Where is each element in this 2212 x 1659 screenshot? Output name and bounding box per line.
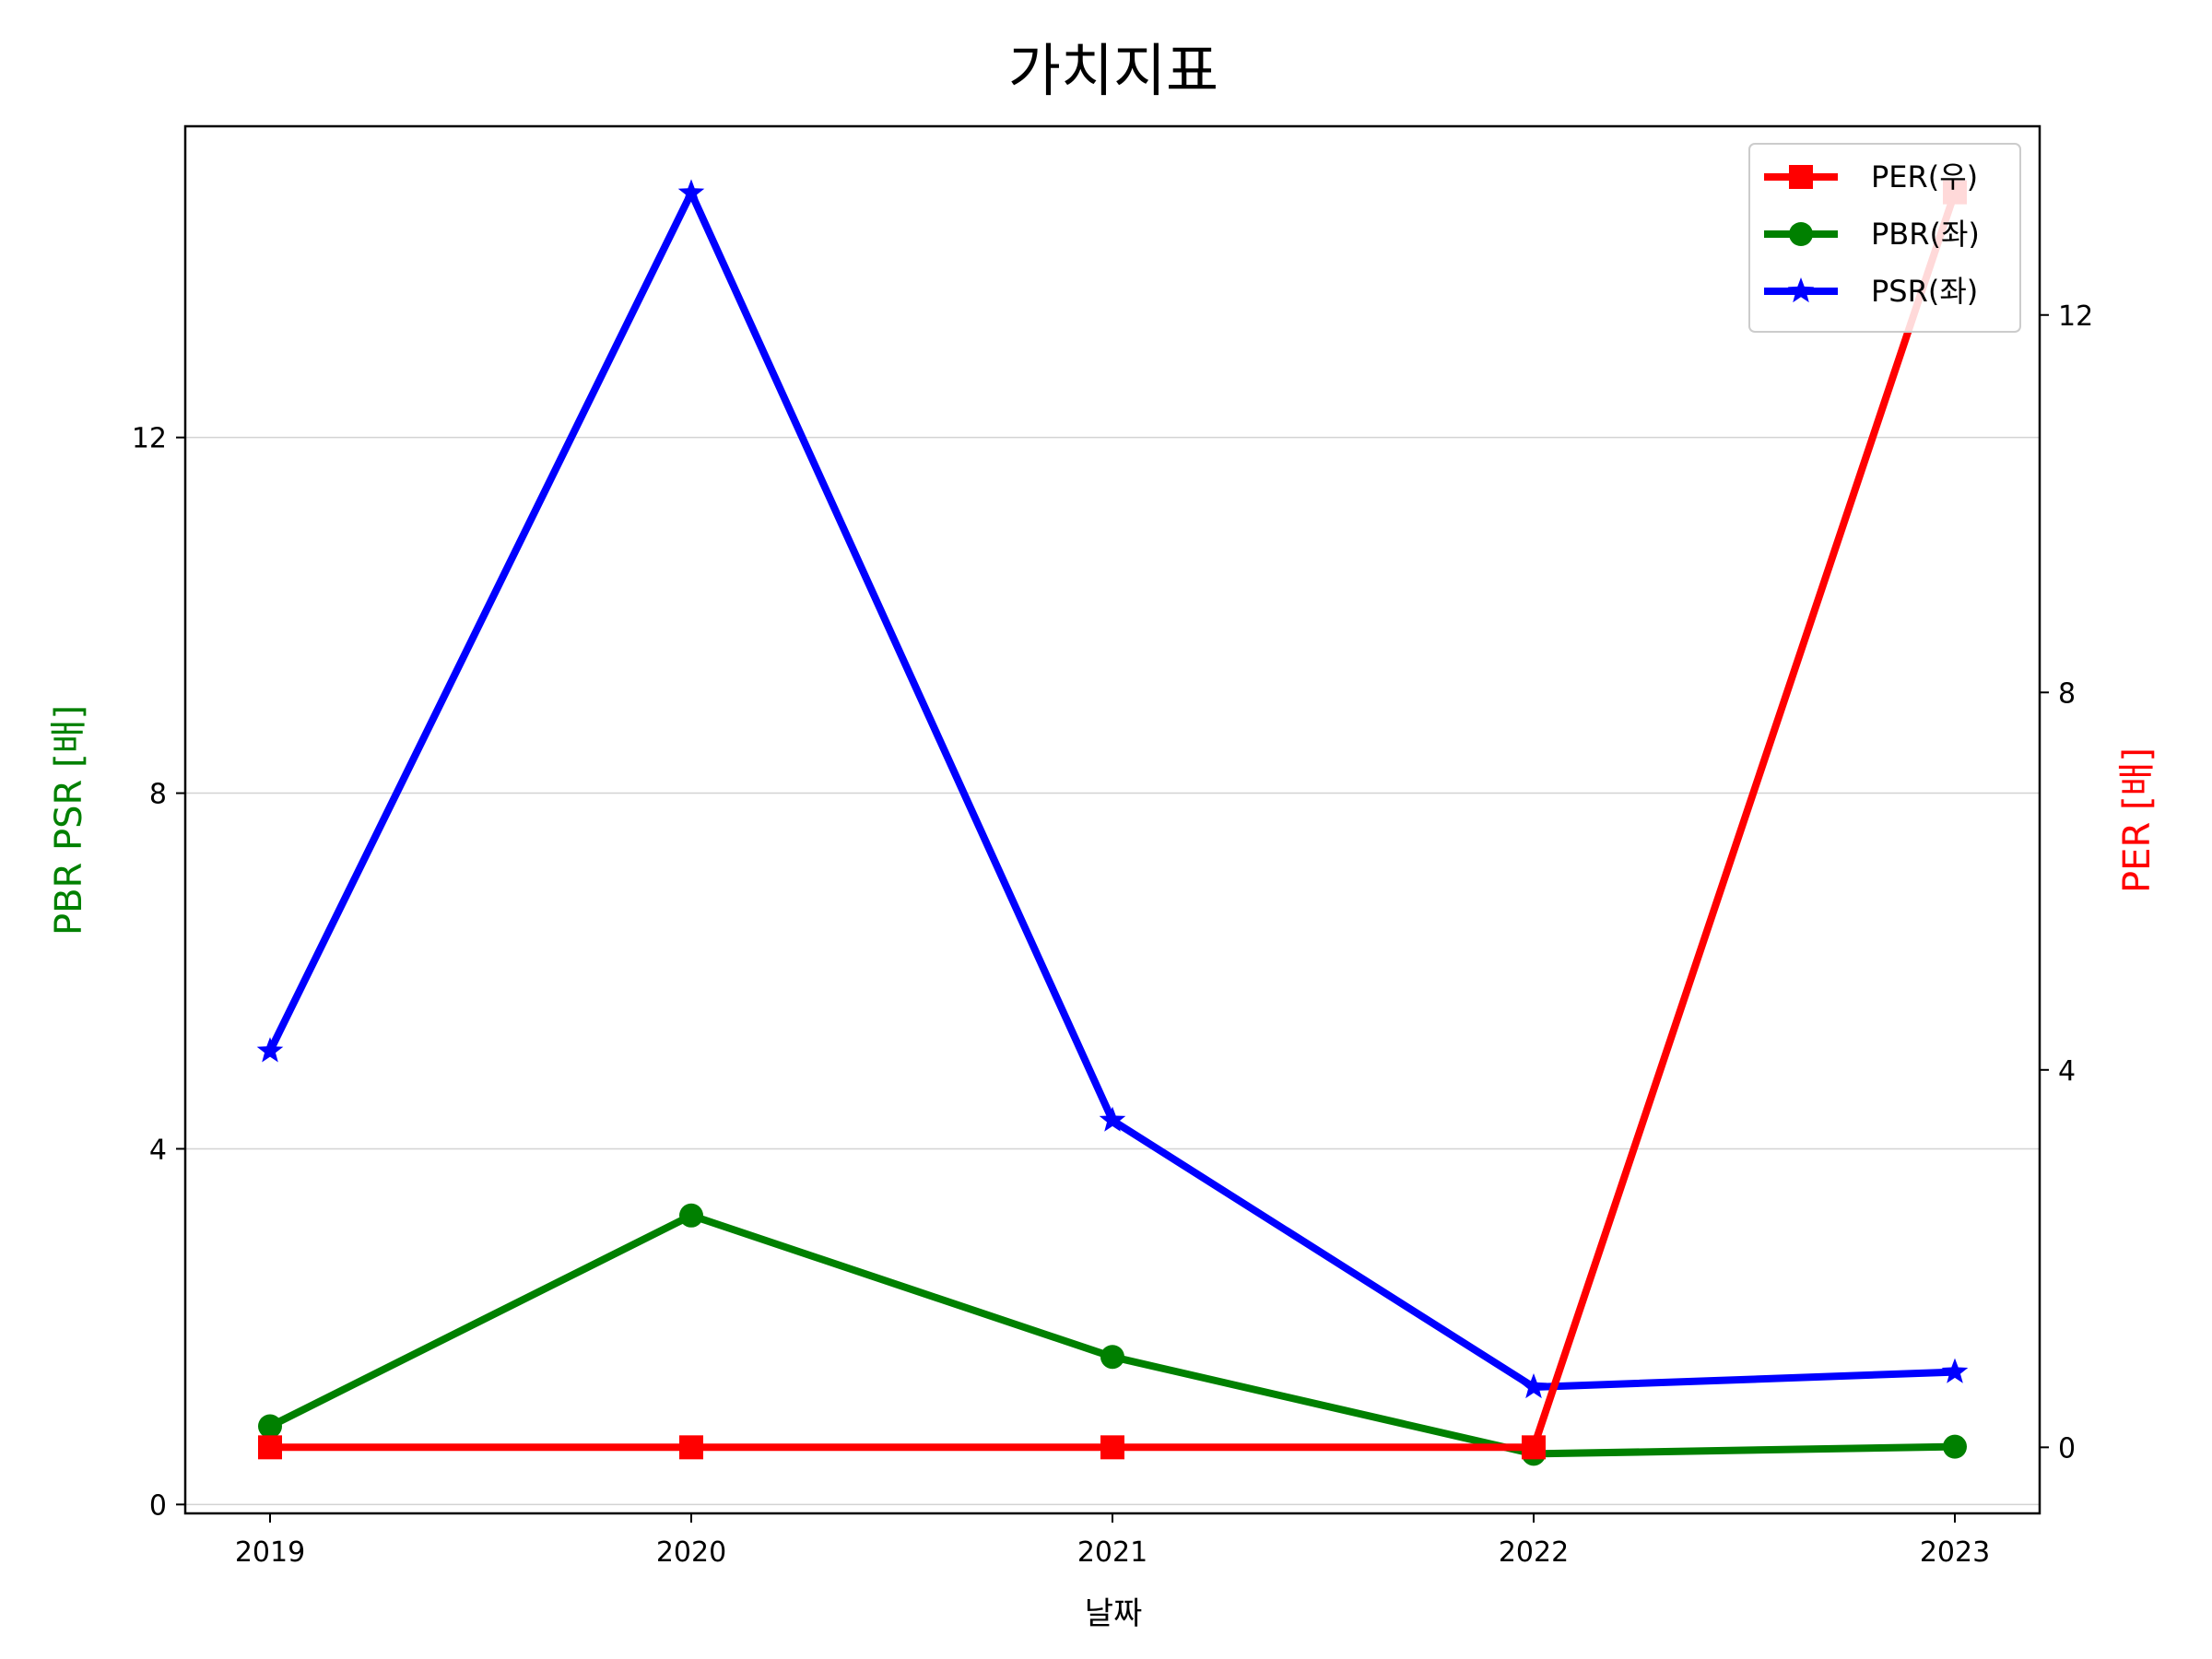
data-point-pbr (679, 1203, 703, 1228)
axes-layer: 0 4 8 12 0 4 8 12 2019 2020 2021 2022 2023 (132, 300, 2093, 1569)
data-point-psr (1520, 1373, 1547, 1399)
series-layer (256, 179, 1969, 1466)
y-axis-right-label: PER [배] (2116, 747, 2159, 893)
y-right-tick-label: 8 (2058, 677, 2076, 710)
y-left-tick-label: 12 (132, 423, 167, 455)
legend-marker-per (1789, 165, 1813, 189)
x-tick-label: 2021 (1077, 1536, 1147, 1569)
series-pbr (258, 1203, 1967, 1466)
legend: PER(우) PBR(좌) PSR(좌) (1748, 143, 2021, 333)
y-right-tick-label: 4 (2058, 1055, 2076, 1088)
y-left-tick-label: 0 (149, 1489, 167, 1522)
series-line-per (270, 191, 1959, 1452)
y-right-tick-label: 12 (2058, 300, 2093, 333)
x-tick-label: 2019 (235, 1536, 305, 1569)
y-left-tick-label: 4 (149, 1134, 167, 1166)
data-point-per (1522, 1435, 1546, 1460)
series-psr (256, 179, 1969, 1399)
series-line-pbr (268, 1211, 1956, 1458)
data-point-pbr (1100, 1345, 1124, 1370)
data-point-pbr (258, 1414, 282, 1439)
series-line-psr (266, 189, 1956, 1391)
legend-label-per: PER(우) (1871, 159, 1978, 194)
legend-label-pbr: PBR(좌) (1871, 217, 1980, 252)
legend-marker-pbr (1789, 222, 1813, 246)
plot-frame (183, 124, 2041, 1515)
data-point-psr (1941, 1358, 1969, 1383)
y-axis-left-label: PBR PSR [배] (48, 705, 90, 935)
y-left-tick-label: 8 (149, 779, 167, 811)
data-point-psr (256, 1037, 284, 1063)
y-right-tick-label: 0 (2058, 1432, 2076, 1465)
series-per (258, 180, 1967, 1460)
chart-title: 가치지표 (1008, 37, 1218, 104)
data-point-per (679, 1435, 703, 1460)
x-tick-label: 2020 (656, 1536, 726, 1569)
x-axis-label: 날짜 (1085, 1595, 1143, 1632)
x-tick-label: 2023 (1920, 1536, 1990, 1569)
legend-marker-psr (1787, 277, 1815, 303)
legend-box (1748, 143, 2021, 333)
x-tick-label: 2022 (1499, 1536, 1569, 1569)
data-point-per (1100, 1435, 1124, 1460)
data-point-per (258, 1435, 282, 1460)
data-point-psr (1099, 1106, 1126, 1132)
grid-layer (185, 436, 2040, 1506)
data-point-pbr (1943, 1434, 1967, 1459)
legend-label-psr: PSR(좌) (1871, 274, 1978, 309)
data-point-psr (677, 179, 705, 205)
